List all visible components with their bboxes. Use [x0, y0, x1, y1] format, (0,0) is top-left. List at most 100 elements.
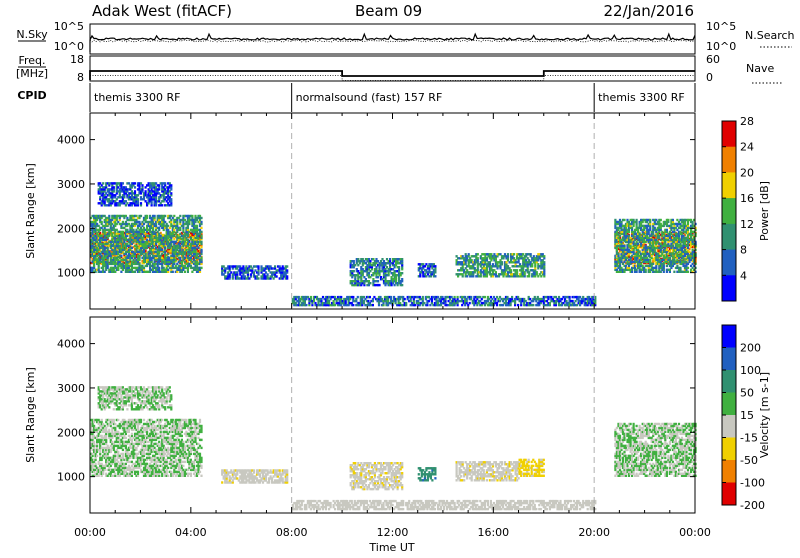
heatmap-cell [170, 184, 172, 186]
station-title: Adak West (fitACF) [92, 2, 232, 20]
heatmap-cell [257, 265, 259, 267]
heatmap-cell [672, 219, 674, 221]
heatmap-cell [507, 253, 509, 255]
heatmap-cell [200, 231, 202, 233]
heatmap-cell [197, 247, 199, 249]
heatmap-cell [200, 235, 202, 237]
heatmap-cell [170, 192, 172, 194]
power-heatmap-cells [90, 182, 697, 306]
search-trace [90, 40, 695, 42]
heatmap-cell [516, 269, 518, 271]
heatmap-cell [179, 215, 181, 217]
beam-title: Beam 09 [355, 2, 422, 20]
sky-trace [90, 34, 695, 52]
heatmap-cell [101, 235, 103, 237]
nave-label: Nave [746, 62, 774, 75]
heatmap-cell [434, 265, 436, 267]
heatmap-cell [167, 253, 169, 255]
heatmap-cell [146, 215, 148, 217]
heatmap-cell [378, 284, 380, 286]
heatmap-cell [200, 227, 202, 229]
heatmap-cell [131, 247, 133, 249]
cpid-segment-label: normalsound (fast) 157 RF [296, 91, 443, 104]
heatmap-cell [543, 255, 545, 257]
heatmap-cell [134, 186, 136, 188]
search-label: N.Search [745, 29, 795, 42]
nave-tick-top: 60 [706, 53, 720, 66]
heatmap-cell [637, 247, 639, 249]
freq-label: Freq. [18, 54, 45, 67]
heatmap-cell [513, 253, 515, 255]
heatmap-cell [636, 219, 638, 221]
heatmap-cell [398, 266, 400, 268]
sky-tick-bottom: 10^0 [54, 40, 84, 53]
heatmap-cell [617, 253, 619, 255]
heatmap-cell [654, 235, 656, 237]
heatmap-cell [111, 233, 113, 235]
heatmap-cell [134, 182, 136, 184]
heatmap-cell [666, 249, 668, 251]
heatmap-cell [200, 241, 202, 243]
heatmap-cell [639, 233, 641, 235]
freq-tick-bottom: 8 [77, 71, 84, 84]
heatmap-cell [401, 284, 403, 286]
heatmap-cell [286, 269, 288, 271]
heatmap-cell [200, 221, 202, 223]
heatmap-cell [645, 269, 647, 271]
heatmap-cell [191, 215, 193, 217]
heatmap-cell [276, 275, 278, 277]
heatmap-cell [401, 258, 403, 260]
heatmap-cell [129, 235, 131, 237]
heatmap-cell [267, 273, 269, 275]
heatmap-cell [200, 249, 202, 251]
cpid-segment-label: themis 3300 RF [94, 91, 181, 104]
heatmap-cell [179, 257, 181, 259]
heatmap-cell [122, 231, 124, 233]
freq-panel-frame [90, 56, 695, 81]
heatmap-cell [200, 257, 202, 259]
heatmap-cell [353, 260, 355, 262]
heatmap-cell [164, 247, 166, 249]
heatmap-cell [468, 253, 470, 255]
heatmap-cell [673, 271, 675, 273]
heatmap-cell [274, 265, 276, 267]
heatmap-cell [660, 239, 662, 241]
heatmap-cell [353, 270, 355, 272]
heatmap-cell [184, 271, 186, 273]
cpid-label: CPID [17, 89, 46, 102]
heatmap-cell [660, 219, 662, 221]
heatmap-cell [477, 253, 479, 255]
heatmap-cell [434, 275, 436, 277]
heatmap-cell [161, 204, 163, 206]
heatmap-cell [623, 219, 625, 221]
heatmap-cell [377, 280, 379, 282]
heatmap-cell [401, 278, 403, 280]
freq-tick-top: 18 [70, 53, 84, 66]
heatmap-cell [389, 258, 391, 260]
heatmap-cell [158, 267, 160, 269]
heatmap-cell [196, 225, 198, 227]
search-tick-top: 10^5 [706, 20, 736, 33]
heatmap-cell [543, 261, 545, 263]
heatmap-cell [510, 269, 512, 271]
heatmap-cell [143, 235, 145, 237]
sky-tick-top: 10^5 [54, 20, 84, 33]
heatmap-cell [172, 271, 174, 273]
heatmap-cell [536, 271, 538, 273]
heatmap-cell [652, 263, 654, 265]
heatmap-cell [140, 202, 142, 204]
heatmap-cell [530, 253, 532, 255]
heatmap-cell [200, 267, 202, 269]
heatmap-cell [164, 182, 166, 184]
heatmap-cell [401, 272, 403, 274]
heatmap-cell [501, 261, 503, 263]
heatmap-cell [477, 257, 479, 259]
heatmap-cell [145, 253, 147, 255]
heatmap-cell [173, 215, 175, 217]
heatmap-cell [140, 215, 142, 217]
heatmap-cell [200, 217, 202, 219]
search-tick-bottom: 10^0 [706, 40, 736, 53]
heatmap-cell [286, 265, 288, 267]
